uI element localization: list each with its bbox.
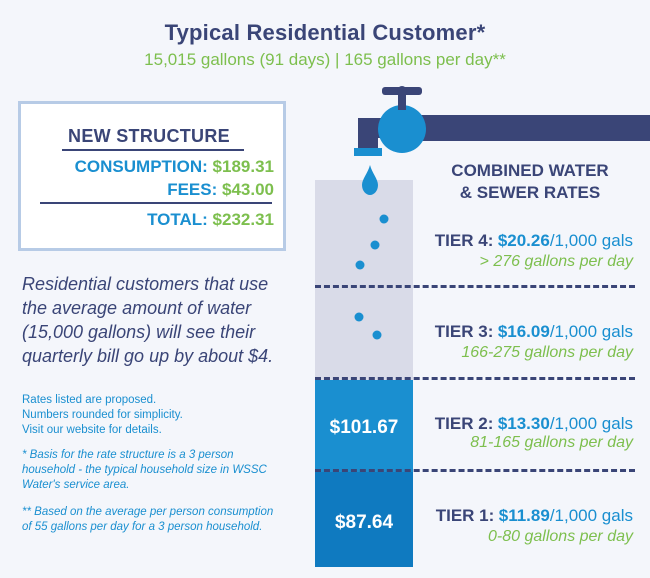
tier1-rate: TIER 1: $11.89/1,000 gals [436, 506, 633, 526]
tier4-unit: /1,000 gals [549, 231, 633, 250]
fees-row: FEES: $43.00 [167, 180, 274, 200]
usage-column-tier2 [315, 380, 413, 472]
total-value: $232.31 [212, 210, 274, 229]
faucet-icon [354, 86, 650, 340]
usage-column-upper [315, 180, 413, 380]
tier3-price: $16.09 [497, 322, 550, 341]
tier4-name: TIER 4: [434, 231, 494, 250]
tier2-price: $13.30 [497, 414, 550, 433]
tier2-name: TIER 2: [434, 414, 494, 433]
tier3-rate: TIER 3: $16.09/1,000 gals [435, 322, 633, 342]
note-average: ** Based on the average per person consu… [22, 506, 274, 533]
tier4-rate: TIER 4: $20.26/1,000 gals [435, 231, 633, 251]
usage-column-tier1 [315, 472, 413, 567]
structure-heading-underline [62, 149, 244, 151]
consumption-value: $189.31 [212, 157, 274, 176]
structure-divider [40, 202, 272, 204]
fees-label: FEES: [167, 180, 218, 199]
note-general: Rates listed are proposed. Numbers round… [22, 394, 183, 436]
tier-divider [315, 285, 635, 288]
tier1-name: TIER 1: [435, 506, 495, 525]
tier2-unit: /1,000 gals [549, 414, 633, 433]
structure-box [18, 101, 286, 251]
tier1-price: $11.89 [498, 506, 550, 525]
water-drop-icon [362, 165, 378, 195]
tier2-amount: $101.67 [329, 417, 399, 438]
tier1-unit: /1,000 gals [549, 506, 633, 525]
fees-value: $43.00 [222, 180, 274, 199]
tier-divider [315, 377, 635, 380]
consumption-label: CONSUMPTION: [74, 157, 208, 176]
note-basis: * Basis for the rate structure is a 3 pe… [22, 449, 267, 491]
page-title: Typical Residential Customer* [164, 20, 486, 45]
rates-heading: COMBINED WATER & SEWER RATES [451, 161, 609, 202]
structure-heading: NEW STRUCTURE [68, 126, 230, 146]
tier3-unit: /1,000 gals [549, 322, 633, 341]
tier4-price: $20.26 [497, 231, 550, 250]
summary-text: Residential customers that use the avera… [22, 274, 274, 366]
tier1-range: 0-80 gallons per day [488, 528, 633, 545]
total-label: TOTAL: [147, 210, 208, 229]
tier3-range: 166-275 gallons per day [461, 344, 633, 361]
tier1-amount: $87.64 [334, 512, 394, 533]
consumption-row: CONSUMPTION: $189.31 [75, 157, 274, 177]
tier3-name: TIER 3: [434, 322, 494, 341]
tier2-range: 81-165 gallons per day [470, 434, 633, 451]
tier4-range: > 276 gallons per day [479, 253, 633, 270]
page-subtitle: 15,015 gallons (91 days) | 165 gallons p… [144, 50, 506, 69]
total-row: TOTAL: $232.31 [147, 210, 274, 230]
tier-divider [315, 469, 635, 472]
tier2-rate: TIER 2: $13.30/1,000 gals [435, 414, 633, 434]
